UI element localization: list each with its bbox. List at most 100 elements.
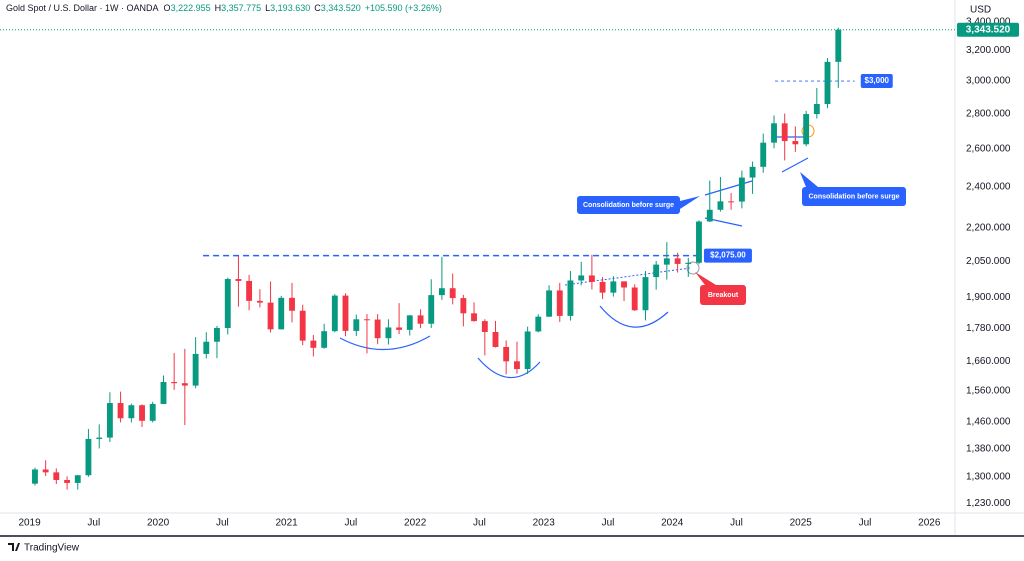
candle-body: [256, 300, 263, 303]
candle-body: [96, 437, 103, 439]
candle-body: [289, 297, 295, 311]
callout-box: [802, 187, 906, 206]
candle-body: [149, 403, 156, 421]
ohlc-letter: L: [265, 3, 270, 13]
x-tick-label: 2024: [661, 518, 684, 529]
candle-body: [203, 341, 210, 354]
y-tick-label: 2,600.000: [966, 143, 1011, 154]
candle-body: [760, 142, 767, 167]
y-tick-label: 3,400.000: [966, 16, 1011, 27]
price-tag-box: [957, 22, 1019, 37]
price-tag: 3,343.520: [966, 24, 1011, 35]
ohlc-value: 3,357.775: [221, 3, 261, 13]
tradingview-logo: TradingView: [8, 543, 80, 554]
candle-body: [74, 475, 81, 483]
candle-body: [824, 61, 831, 105]
candle-body: [813, 104, 820, 115]
candle-body: [321, 331, 328, 348]
y-tick-label: 1,660.000: [966, 356, 1011, 367]
candle-body: [653, 264, 660, 278]
candle-body: [578, 275, 585, 281]
candle-body: [696, 221, 702, 263]
candle-body: [181, 383, 188, 386]
callout-text: Consolidation before surge: [808, 193, 899, 200]
x-tick-label: 2022: [404, 518, 427, 529]
trend-line: [564, 267, 691, 286]
candle-body: [214, 327, 220, 342]
level-label-box: [703, 248, 752, 263]
candle-body: [331, 295, 338, 332]
currency: USD: [970, 5, 991, 16]
candle-body: [449, 288, 456, 299]
rounding-arc: [477, 357, 541, 379]
rounding-arc: [599, 305, 669, 328]
x-tick-label: Jul: [859, 518, 872, 529]
candle-body: [364, 319, 370, 321]
x-tick-label: 2023: [533, 518, 556, 529]
y-tick-label: 3,200.000: [966, 45, 1011, 56]
y-tick-label: 2,800.000: [966, 108, 1011, 119]
candle-body: [749, 166, 756, 178]
candle-body: [32, 469, 38, 484]
candle-body: [53, 472, 60, 480]
candle-body: [117, 403, 124, 419]
candle-body: [299, 310, 306, 341]
x-tick-label: Jul: [730, 518, 743, 529]
callout-box: [577, 196, 680, 214]
candle-body: [160, 382, 167, 404]
candle-body: [374, 319, 381, 339]
candle-body: [64, 479, 71, 483]
candle-body: [717, 201, 724, 210]
x-tick-label: Jul: [216, 518, 229, 529]
candle-body: [224, 279, 231, 328]
candle-body: [556, 290, 563, 316]
candle-body: [353, 319, 360, 331]
candle-body: [631, 287, 638, 311]
candle-body: [438, 288, 445, 296]
y-tick-label: 2,400.000: [966, 181, 1011, 192]
candle-body: [85, 438, 92, 476]
callout-box: [700, 285, 746, 305]
candle-body: [192, 353, 199, 386]
logo-icon: [8, 543, 20, 551]
level-label-box: [860, 74, 893, 89]
symbol: Gold Spot / U.S. Dollar · 1W · OANDA O3,2…: [6, 3, 442, 13]
y-tick-label: 1,230.000: [966, 498, 1011, 509]
candle-body: [642, 277, 649, 311]
y-tick-label: 1,900.000: [966, 292, 1011, 303]
candle-body: [171, 382, 178, 384]
x-tick-label: 2019: [18, 518, 41, 529]
level-label: $3,000: [865, 76, 890, 85]
x-tick-label: 2026: [918, 518, 941, 529]
candle-body: [396, 327, 403, 330]
candle-body: [406, 315, 413, 330]
candle-body: [481, 321, 488, 332]
candle-body: [428, 295, 435, 324]
candle-body: [685, 262, 692, 264]
y-tick-label: 3,000.000: [966, 76, 1011, 87]
candle-body: [738, 177, 745, 202]
candle-body: [535, 316, 542, 332]
candle-body: [771, 123, 777, 143]
y-tick-label: 1,460.000: [966, 417, 1011, 428]
y-tick-label: 1,780.000: [966, 323, 1011, 334]
x-tick-label: Jul: [602, 518, 615, 529]
candle-body: [621, 281, 627, 288]
callout-pointer: [695, 272, 716, 285]
candle-body: [567, 280, 574, 316]
candle-body: [106, 403, 113, 438]
candle-body: [385, 327, 392, 339]
candle-body: [278, 297, 285, 330]
candle-body: [267, 302, 274, 330]
level-label: $2,075.00: [710, 251, 746, 260]
callout-pointer: [680, 196, 700, 209]
y-tick-label: 1,380.000: [966, 443, 1011, 454]
x-tick-label: Jul: [87, 518, 100, 529]
callout-text: Breakout: [708, 292, 739, 299]
x-tick-label: Jul: [473, 518, 486, 529]
symbol-name: Gold Spot / U.S. Dollar · 1W · OANDA: [6, 3, 159, 13]
candle-body: [524, 331, 531, 370]
y-tick-label: 1,300.000: [966, 472, 1011, 483]
